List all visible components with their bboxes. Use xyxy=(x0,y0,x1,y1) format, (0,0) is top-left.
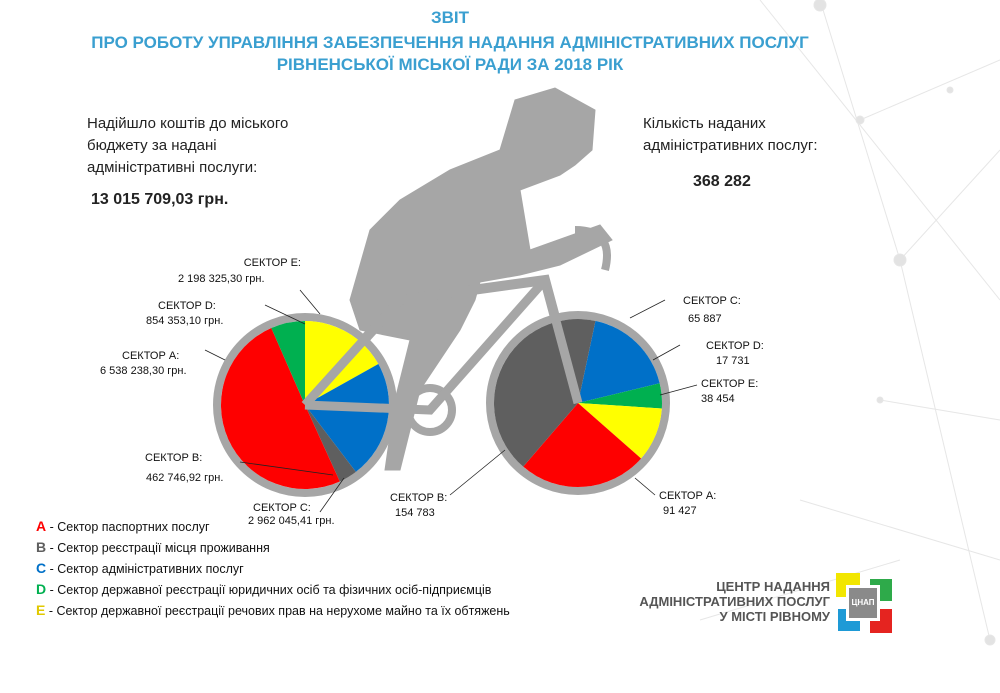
left-value-e: 2 198 325,30 грн. xyxy=(178,273,265,285)
services-line: адміністративних послуг: xyxy=(643,137,818,154)
leader-line xyxy=(239,461,334,476)
leader-line xyxy=(264,304,306,325)
leader-line xyxy=(629,299,666,319)
budget-line: бюджету за надані xyxy=(87,137,217,154)
report-title: ЗВІТ xyxy=(430,8,470,27)
left-label-d: СЕКТОР D: xyxy=(158,300,216,312)
cnap-logo: ЦНАП xyxy=(836,573,892,633)
right-value-e: 38 454 xyxy=(701,393,735,405)
legend: A - Сектор паспортних послуг B - Сектор … xyxy=(36,516,510,621)
leader-line xyxy=(659,384,698,396)
budget-info: Надійшло коштів до міського бюджету за н… xyxy=(87,113,288,211)
pie2-slice-e xyxy=(578,403,662,459)
pie2-slice-b xyxy=(494,319,596,467)
services-line: Кількість наданих xyxy=(643,115,766,132)
left-value-d: 854 353,10 грн. xyxy=(146,315,224,327)
leader-line xyxy=(319,477,345,513)
budget-total: 13 015 709,03 грн. xyxy=(91,191,229,208)
leader-line xyxy=(634,477,656,496)
right-label-d: СЕКТОР D: xyxy=(706,340,764,352)
pie1-slice-a xyxy=(220,328,340,490)
legend-item-e: E - Сектор державної реєстрації речових … xyxy=(36,602,510,618)
pie2-slice-c xyxy=(578,320,660,403)
report-subtitle-1: ПРО РОБОТУ УПРАВЛІННЯ ЗАБЕЗПЕЧЕННЯ НАДАН… xyxy=(91,33,809,52)
pie1-slice-d xyxy=(271,321,305,405)
right-value-c: 65 887 xyxy=(688,313,722,325)
legend-item-b: B - Сектор реєстрації місця проживання xyxy=(36,539,270,555)
pie2-slice-d xyxy=(578,383,662,409)
report-subtitle-2: РІВНЕНСЬКОЇ МІСЬКОЇ РАДИ ЗА 2018 РІК xyxy=(276,55,624,74)
budget-line: адміністративні послуги: xyxy=(87,159,258,176)
right-label-a: СЕКТОР A: xyxy=(659,490,717,502)
pie1-slice-b xyxy=(305,405,356,482)
logo-text: ЦЕНТР НАДАННЯ АДМІНІСТРАТИВНИХ ПОСЛУГ У МІ… xyxy=(639,579,830,624)
leader-line xyxy=(299,289,321,315)
leader-line xyxy=(449,449,506,496)
left-label-e: СЕКТОР E: xyxy=(243,257,301,269)
right-value-d: 17 731 xyxy=(716,355,750,367)
left-label-c: СЕКТОР C: xyxy=(253,502,311,514)
budget-line: Надійшло коштів до міського xyxy=(87,115,289,132)
left-value-c: 2 962 045,41 грн. xyxy=(248,515,335,527)
services-total: 368 282 xyxy=(693,173,751,190)
left-label-b: СЕКТОР B: xyxy=(145,452,203,464)
right-label-c: СЕКТОР C: xyxy=(683,295,741,307)
right-label-e: СЕКТОР E: xyxy=(701,378,759,390)
pie2-slice-a xyxy=(523,403,642,487)
right-value-b: 154 783 xyxy=(395,507,435,519)
legend-item-c: C - Сектор адміністративних послуг xyxy=(36,560,244,576)
wheel-rim xyxy=(486,311,670,495)
right-label-b: СЕКТОР B: xyxy=(390,492,448,504)
legend-item-a: A - Сектор паспортних послуг xyxy=(36,518,210,534)
leader-line xyxy=(652,344,681,361)
left-label-a: СЕКТОР A: xyxy=(122,350,180,362)
left-value-a: 6 538 238,30 грн. xyxy=(100,365,187,377)
bike-frame xyxy=(301,274,583,415)
leader-line xyxy=(204,349,226,361)
pie1-slice-c xyxy=(305,364,390,472)
right-value-a: 91 427 xyxy=(663,505,697,517)
legend-item-d: D - Сектор державної реєстрації юридични… xyxy=(36,581,492,597)
services-info: Кількість наданих адміністративних послу… xyxy=(643,113,818,193)
left-value-b: 462 746,92 грн. xyxy=(146,472,224,484)
